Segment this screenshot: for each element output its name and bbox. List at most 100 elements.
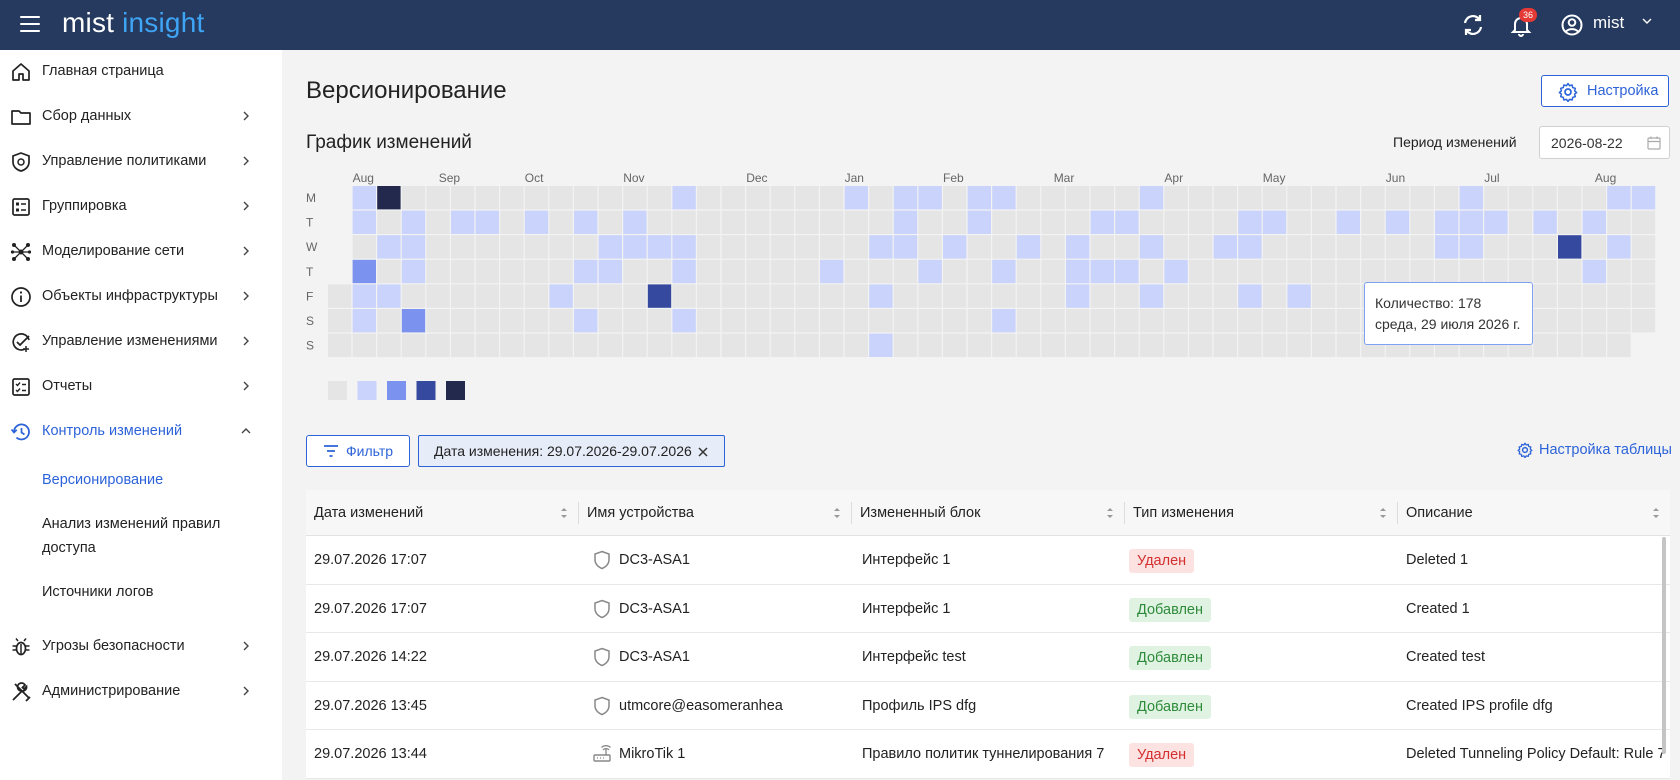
- column-header-date[interactable]: Дата изменений: [306, 490, 579, 536]
- sync-icon[interactable]: [1460, 12, 1486, 38]
- heatmap-cell[interactable]: [869, 333, 893, 357]
- heatmap-cell[interactable]: [1312, 186, 1336, 210]
- heatmap-cell[interactable]: [1164, 210, 1188, 234]
- heatmap-cell[interactable]: [451, 210, 475, 234]
- heatmap-cell[interactable]: [1139, 210, 1164, 234]
- sidebar-subitem-access-rule-analysis[interactable]: Анализ изменений правил доступа: [42, 516, 221, 556]
- heatmap-cell[interactable]: [1262, 333, 1287, 357]
- heatmap-cell[interactable]: [1016, 235, 1041, 259]
- heatmap-cell[interactable]: [1558, 259, 1582, 284]
- heatmap-cell[interactable]: [1410, 259, 1434, 284]
- heatmap-cell[interactable]: [967, 210, 991, 234]
- heatmap-cell[interactable]: [869, 309, 893, 333]
- heatmap-cell[interactable]: [401, 186, 426, 210]
- user-icon[interactable]: [1559, 12, 1585, 38]
- heatmap-cell[interactable]: [721, 210, 745, 234]
- heatmap-cell[interactable]: [1484, 259, 1508, 284]
- heatmap-cell[interactable]: [1090, 210, 1114, 234]
- heatmap-cell[interactable]: [1213, 284, 1237, 308]
- period-date-input[interactable]: 2026-08-22: [1539, 126, 1670, 159]
- heatmap-cell[interactable]: [1238, 284, 1262, 308]
- heatmap-cell[interactable]: [1262, 210, 1287, 234]
- heatmap-cell[interactable]: [1336, 210, 1360, 234]
- heatmap-cell[interactable]: [377, 309, 401, 333]
- heatmap-cell[interactable]: [377, 284, 401, 308]
- user-name[interactable]: mist: [1593, 13, 1625, 32]
- heatmap-cell[interactable]: [1238, 259, 1262, 284]
- heatmap-cell[interactable]: [992, 309, 1016, 333]
- heatmap-cell[interactable]: [451, 235, 475, 259]
- heatmap-cell[interactable]: [1287, 333, 1311, 357]
- heatmap-cell[interactable]: [500, 235, 524, 259]
- heatmap-cell[interactable]: [770, 210, 795, 234]
- close-icon[interactable]: [697, 446, 709, 458]
- heatmap-cell[interactable]: [1016, 333, 1041, 357]
- heatmap-cell[interactable]: [1558, 186, 1582, 210]
- heatmap-cell[interactable]: [524, 235, 549, 259]
- heatmap-cell[interactable]: [1582, 284, 1606, 308]
- heatmap-cell[interactable]: [524, 259, 549, 284]
- heatmap-cell[interactable]: [1435, 259, 1459, 284]
- heatmap-cell[interactable]: [893, 309, 918, 333]
- heatmap-cell[interactable]: [721, 333, 745, 357]
- heatmap-cell[interactable]: [1090, 333, 1114, 357]
- heatmap-cell[interactable]: [1287, 210, 1311, 234]
- heatmap-cell[interactable]: [746, 186, 770, 210]
- heatmap-cell[interactable]: [598, 284, 622, 308]
- heatmap-cell[interactable]: [1435, 186, 1459, 210]
- heatmap-cell[interactable]: [500, 259, 524, 284]
- heatmap-cell[interactable]: [1361, 259, 1385, 284]
- sidebar-item-reports[interactable]: Отчеты: [0, 365, 282, 409]
- heatmap-cell[interactable]: [1066, 284, 1090, 308]
- heatmap-cell[interactable]: [352, 284, 376, 308]
- heatmap-cell[interactable]: [1607, 186, 1631, 210]
- heatmap-cell[interactable]: [893, 235, 918, 259]
- heatmap-cell[interactable]: [844, 259, 868, 284]
- heatmap-cell[interactable]: [1139, 235, 1164, 259]
- heatmap-cell[interactable]: [1041, 235, 1065, 259]
- heatmap-cell[interactable]: [377, 235, 401, 259]
- heatmap-cell[interactable]: [1312, 210, 1336, 234]
- heatmap-cell[interactable]: [623, 309, 647, 333]
- heatmap-cell[interactable]: [795, 186, 819, 210]
- heatmap-cell[interactable]: [795, 210, 819, 234]
- heatmap-cell[interactable]: [1533, 333, 1557, 357]
- heatmap-cell[interactable]: [451, 284, 475, 308]
- heatmap-cell[interactable]: [1041, 284, 1065, 308]
- heatmap-cell[interactable]: [869, 284, 893, 308]
- heatmap-cell[interactable]: [1066, 309, 1090, 333]
- heatmap-cell[interactable]: [1213, 186, 1237, 210]
- heatmap-cell[interactable]: [1238, 210, 1262, 234]
- heatmap-cell[interactable]: [1533, 235, 1557, 259]
- heatmap-cell[interactable]: [623, 210, 647, 234]
- heatmap-cell[interactable]: [1484, 210, 1508, 234]
- heatmap-cell[interactable]: [1115, 333, 1139, 357]
- heatmap-cell[interactable]: [1287, 309, 1311, 333]
- heatmap-cell[interactable]: [1090, 284, 1114, 308]
- heatmap-cell[interactable]: [1213, 235, 1237, 259]
- heatmap-cell[interactable]: [451, 186, 475, 210]
- heatmap-cell[interactable]: [1238, 333, 1262, 357]
- heatmap-cell[interactable]: [1115, 210, 1139, 234]
- heatmap-cell[interactable]: [697, 235, 721, 259]
- heatmap-cell[interactable]: [1139, 309, 1164, 333]
- heatmap-cell[interactable]: [623, 333, 647, 357]
- heatmap-cell[interactable]: [893, 186, 918, 210]
- heatmap-cell[interactable]: [647, 333, 672, 357]
- heatmap-cell[interactable]: [1041, 333, 1065, 357]
- heatmap-cell[interactable]: [1631, 210, 1656, 234]
- heatmap-cell[interactable]: [500, 186, 524, 210]
- heatmap-cell[interactable]: [1484, 235, 1508, 259]
- heatmap-cell[interactable]: [1189, 309, 1213, 333]
- heatmap-cell[interactable]: [844, 333, 868, 357]
- heatmap-cell[interactable]: [1090, 259, 1114, 284]
- heatmap-cell[interactable]: [770, 333, 795, 357]
- heatmap-cell[interactable]: [1287, 284, 1311, 308]
- heatmap-cell[interactable]: [967, 259, 991, 284]
- heatmap-cell[interactable]: [1582, 333, 1606, 357]
- heatmap-cell[interactable]: [377, 186, 401, 210]
- heatmap-cell[interactable]: [918, 186, 942, 210]
- sidebar-item-infrastructure-objects[interactable]: Объекты инфраструктуры: [0, 275, 282, 319]
- heatmap-cell[interactable]: [1115, 309, 1139, 333]
- heatmap-cell[interactable]: [549, 210, 573, 234]
